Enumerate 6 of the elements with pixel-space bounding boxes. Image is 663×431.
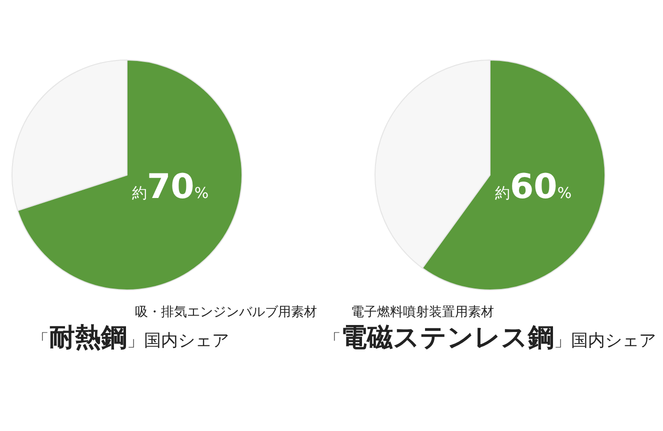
text: 電子燃料噴射装置用素材 (351, 305, 494, 320)
data-label: 約70% (132, 167, 209, 207)
text: 「耐熱鋼」国内シェア (32, 323, 229, 353)
text: 「電磁ステンレス鋼」国内シェア (324, 323, 656, 353)
data-label: 約60% (495, 167, 572, 207)
text: 吸・排気エンジンバルブ用素材 (135, 305, 317, 320)
